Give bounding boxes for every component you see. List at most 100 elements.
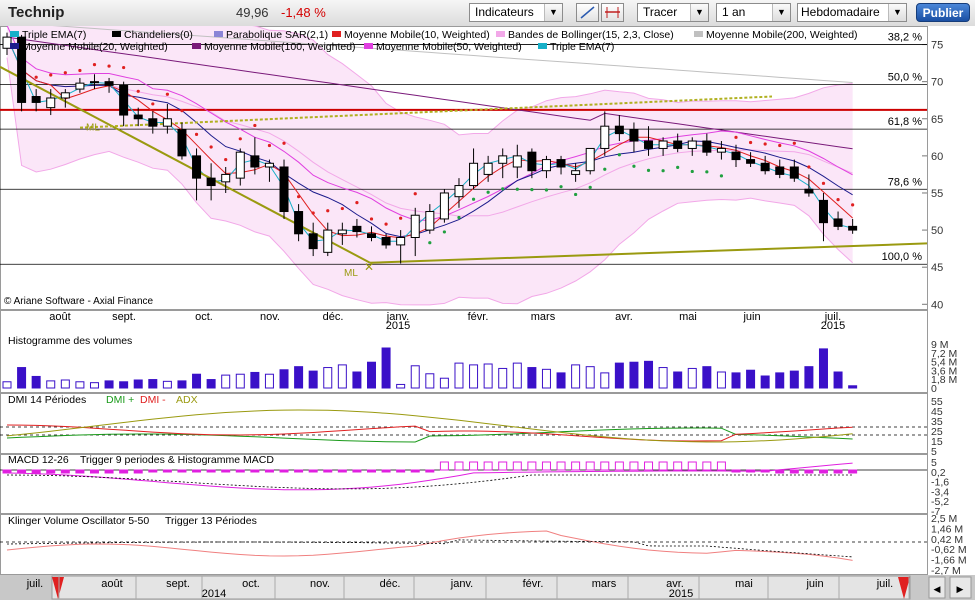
range-handle-right-icon (898, 577, 910, 599)
macd-histogram-bar (192, 469, 202, 473)
volume-bar (760, 375, 770, 389)
macd-histogram-bar (454, 461, 464, 471)
macd-histogram-bar (439, 461, 449, 471)
legend-label: Triple EMA(7) (550, 41, 614, 53)
scroller-month-label: oct. (242, 578, 260, 590)
volume-bar (702, 366, 712, 389)
scroller-month-label: mai (735, 578, 753, 590)
candle-body (469, 162, 479, 187)
candle-body (658, 140, 668, 149)
scroller-month-label: déc. (380, 578, 401, 590)
macd-histogram-bar (367, 469, 376, 473)
macd-histogram-bar (206, 469, 216, 473)
legend-label: Triple EMA(7) (22, 29, 86, 41)
macd-histogram-bar (75, 469, 85, 474)
sar-dot (719, 174, 724, 178)
candle-body (104, 81, 114, 86)
scroller-month-label: sept. (166, 578, 190, 590)
volume-bar (381, 347, 391, 389)
volume-bar (483, 363, 493, 389)
year-label: 2015 (386, 320, 410, 332)
volume-bar (556, 372, 566, 389)
x-tick-label: mai (679, 311, 697, 323)
candle-body (818, 199, 828, 224)
volume-bar (789, 370, 799, 389)
candle-body (148, 118, 158, 127)
klinger-tick-label: 2,5 M (931, 513, 957, 525)
macd-tick-label: -3,4 (931, 486, 949, 498)
candle-body (396, 237, 406, 246)
sar-dot (836, 198, 840, 202)
macd-histogram-bar (250, 469, 260, 473)
volume-bar (221, 374, 231, 389)
legend-swatch (496, 31, 505, 37)
legend-label: Chandeliers(0) (124, 29, 193, 41)
ticker-name: Technip (8, 4, 65, 21)
dmi-panel-title: DMI 14 Périodes (8, 394, 86, 406)
candle-body (206, 177, 216, 187)
sar-dot (326, 209, 330, 213)
volume-bar (75, 381, 85, 389)
moving-average-100-line (6, 36, 853, 150)
candle-body (541, 159, 551, 172)
macd-histogram-bar (2, 469, 12, 474)
dmi-minus-line (6, 424, 853, 442)
candle-body (789, 166, 799, 179)
macd-histogram-bar (673, 461, 683, 471)
candle-body (716, 147, 726, 153)
candle-body (731, 151, 741, 161)
volume-bar (716, 371, 726, 389)
period-dropdown[interactable]: 1 an ▼ (716, 3, 791, 22)
horizontal-line-tool-icon[interactable] (601, 3, 624, 22)
frequency-dropdown[interactable]: Hebdomadaire ▼ (797, 3, 907, 22)
sar-dot (63, 71, 67, 75)
dmi-legend-minus: DMI - (140, 394, 166, 406)
sar-dot (588, 185, 592, 190)
sar-dot (49, 73, 53, 77)
y-tick-label: 50 (931, 225, 943, 237)
indicators-label: Indicateurs (475, 5, 534, 19)
macd-histogram-bar (46, 469, 56, 474)
candle-body (367, 233, 376, 239)
macd-histogram-bar (527, 461, 537, 471)
volume-bar (352, 371, 362, 389)
volume-bar (162, 380, 172, 389)
sar-dot (122, 65, 126, 70)
draw-label: Tracer (643, 5, 678, 19)
panel-frame (0, 393, 928, 454)
legend-swatch (332, 31, 341, 37)
legend-swatch (10, 43, 19, 49)
candle-body (308, 233, 318, 250)
bollinger-band-fill (7, 26, 853, 305)
volume-bar (673, 371, 683, 389)
klinger-tick-label: 0,42 M (931, 534, 963, 546)
sar-dot (661, 169, 665, 173)
sar-dot (501, 187, 505, 191)
draw-dropdown[interactable]: Tracer ▼ (637, 3, 709, 22)
bollinger-lower-line (6, 57, 853, 306)
candle-body (89, 81, 99, 84)
candle-body (17, 36, 27, 103)
macd-histogram-bar (89, 469, 99, 474)
macd-histogram-bar (848, 469, 858, 474)
volume-bar (541, 368, 551, 389)
publish-button[interactable]: Publier (916, 3, 970, 22)
sar-dot (253, 123, 257, 128)
volume-bar (818, 348, 828, 389)
volume-bar (848, 385, 858, 389)
sar-dot (282, 141, 286, 145)
volume-bar (614, 362, 624, 389)
sar-dot (574, 192, 578, 197)
y-tick-label: 55 (931, 188, 943, 200)
last-price: 49,96 (236, 5, 269, 20)
macd-histogram-bar (264, 469, 274, 473)
indicators-dropdown[interactable]: Indicateurs ▼ (469, 3, 563, 22)
line-tool-icon[interactable] (576, 3, 599, 22)
macd-histogram-bar (614, 461, 624, 471)
dmi-tick-label: 15 (931, 436, 943, 448)
macd-histogram-bar (687, 461, 697, 471)
volume-bar (746, 369, 756, 389)
sar-dot (559, 185, 563, 189)
legend-label: Moyenne Mobile(100, Weighted) (204, 41, 356, 53)
